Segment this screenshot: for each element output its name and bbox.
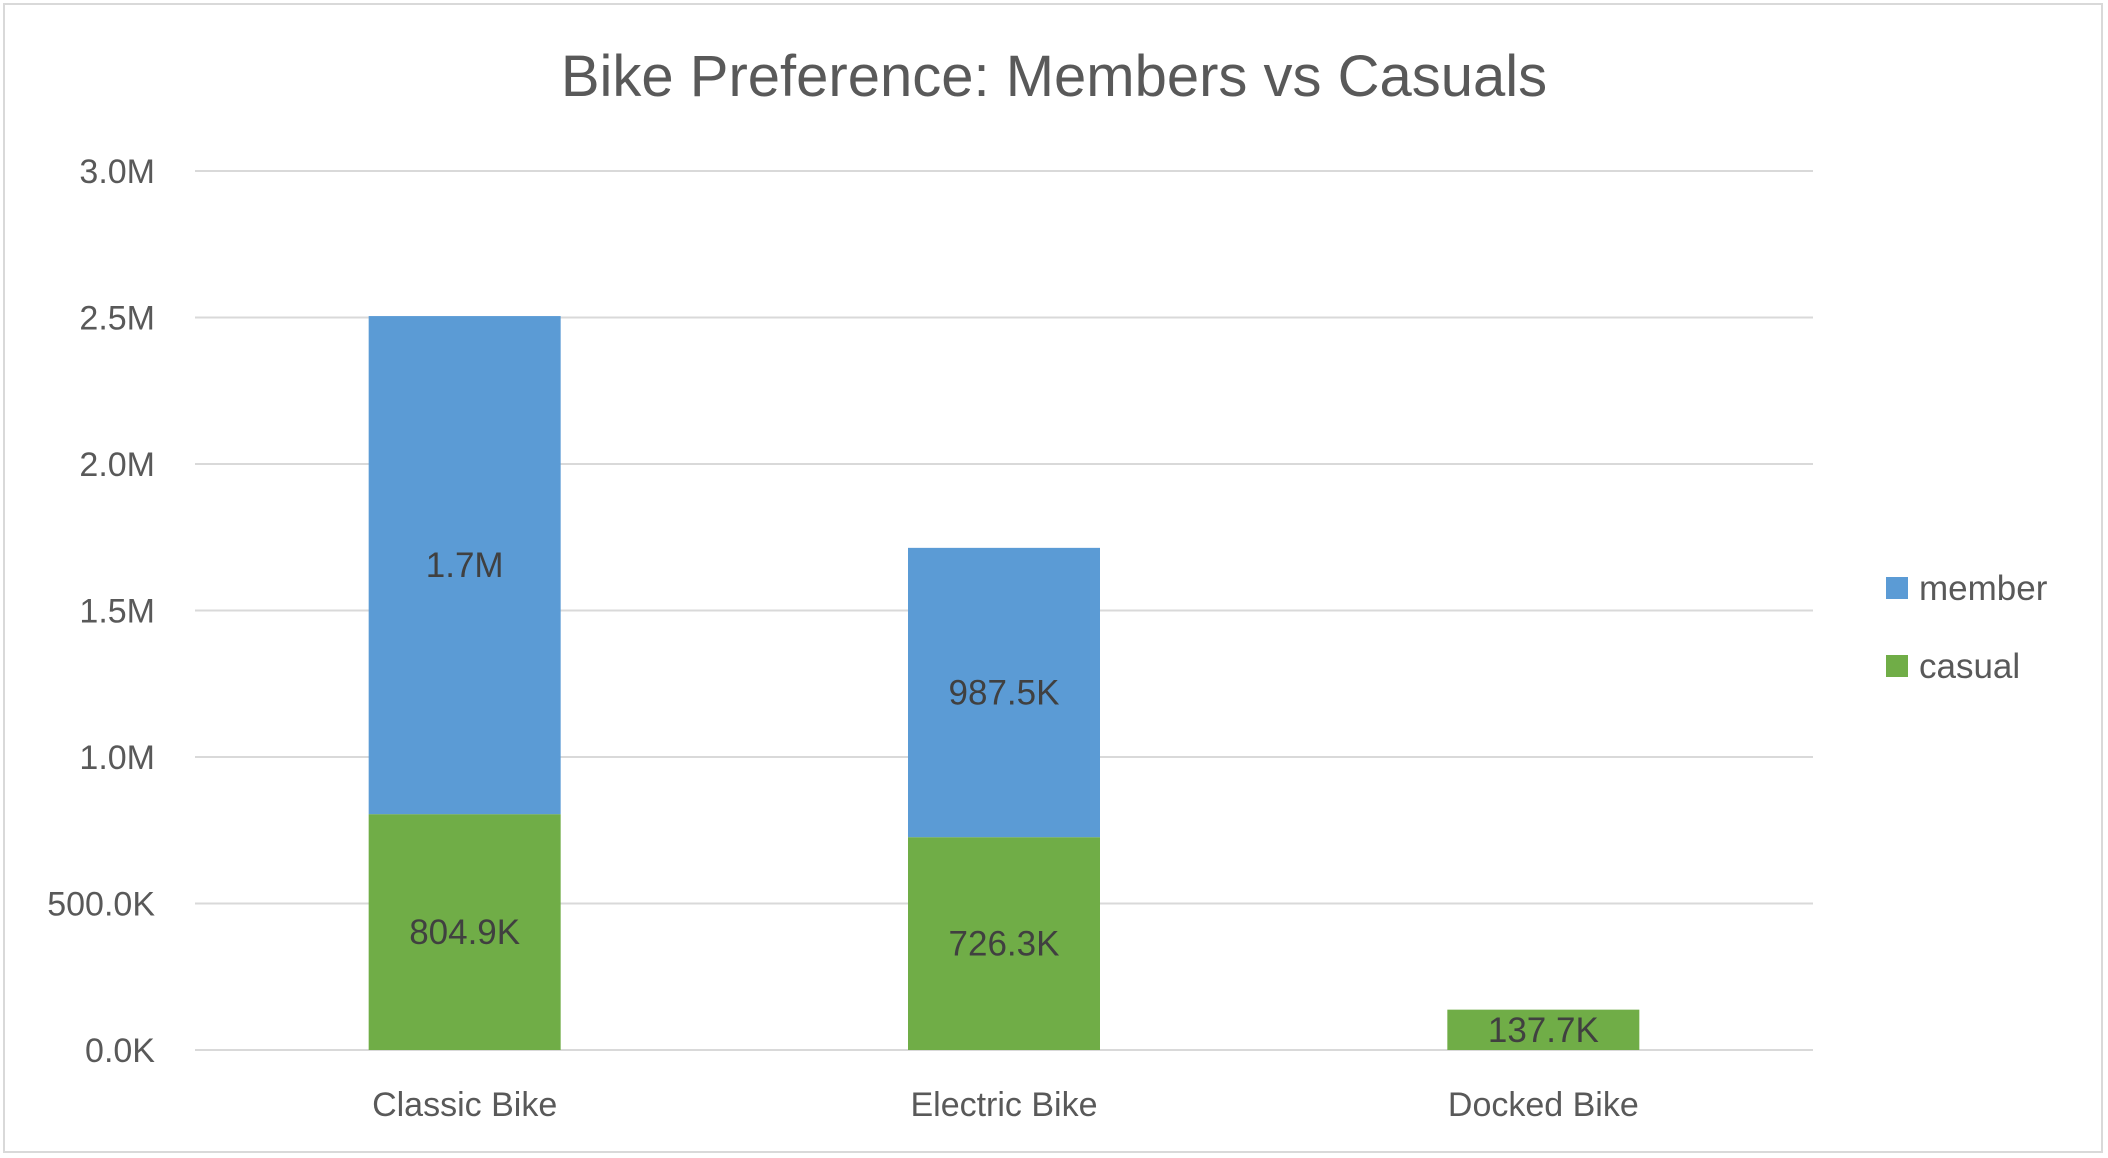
- legend: member casual: [1886, 569, 2048, 686]
- y-tick-label: 1.0M: [79, 739, 155, 777]
- data-label: 726.3K: [949, 925, 1060, 964]
- y-axis-ticks: 0.0K 500.0K 1.0M 1.5M 2.0M 2.5M 3.0M: [47, 153, 155, 1070]
- data-label: 137.7K: [1488, 1011, 1599, 1050]
- chart-title: Bike Preference: Members vs Casuals: [561, 44, 1547, 109]
- bar-casual: [1447, 1009, 1640, 1050]
- y-tick-label: 0.0K: [85, 1032, 155, 1070]
- legend-swatch-member: [1886, 577, 1908, 599]
- bars: [368, 316, 1640, 1050]
- bar-member: [908, 547, 1100, 838]
- legend-label-member: member: [1919, 569, 2048, 608]
- data-label: 1.7M: [426, 546, 504, 585]
- y-tick-label: 2.5M: [79, 300, 155, 338]
- y-tick-label: 1.5M: [79, 593, 155, 631]
- y-tick-label: 500.0K: [47, 886, 155, 924]
- data-labels: 804.9K 1.7M 726.3K 987.5K 137.7K: [409, 546, 1599, 1050]
- x-category-label: Electric Bike: [910, 1086, 1097, 1124]
- bar-casual: [368, 814, 561, 1050]
- x-category-label: Docked Bike: [1448, 1086, 1639, 1124]
- x-axis-categories: Classic Bike Electric Bike Docked Bike: [372, 1086, 1639, 1124]
- x-category-label: Classic Bike: [372, 1086, 557, 1124]
- y-tick-label: 3.0M: [79, 153, 155, 191]
- bar-member: [368, 316, 561, 815]
- data-label: 804.9K: [409, 913, 520, 952]
- legend-label-casual: casual: [1919, 647, 2020, 686]
- bar-casual: [908, 837, 1100, 1050]
- legend-swatch-casual: [1886, 655, 1908, 677]
- data-label: 987.5K: [949, 674, 1060, 713]
- y-tick-label: 2.0M: [79, 446, 155, 484]
